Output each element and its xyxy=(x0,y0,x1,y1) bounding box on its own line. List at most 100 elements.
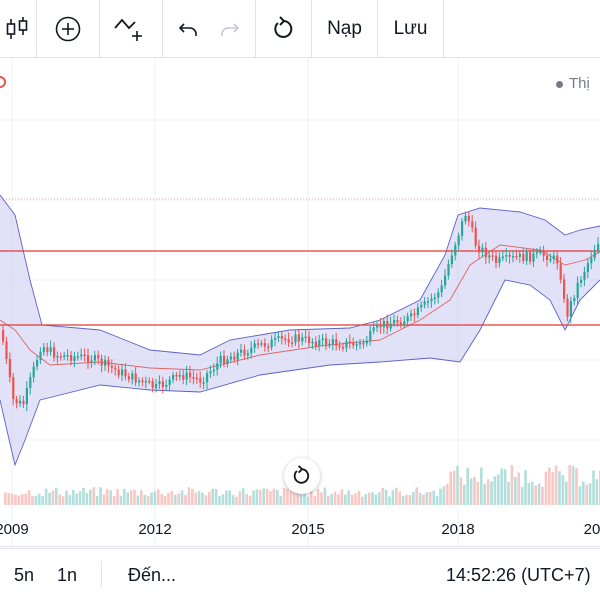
volume-bar xyxy=(565,481,568,505)
range-1y-button[interactable]: 1n xyxy=(57,565,78,585)
x-axis-tick-label: 2009 xyxy=(0,521,29,538)
volume-bar xyxy=(214,489,218,505)
candle-body xyxy=(100,358,103,366)
volume-bar xyxy=(364,494,367,505)
candlestick-button[interactable] xyxy=(0,0,36,57)
volume-bar xyxy=(27,490,31,505)
save-layout-button[interactable]: Lưu xyxy=(378,0,443,57)
volume-bar xyxy=(201,492,204,505)
candle-body xyxy=(386,321,389,329)
add-symbol-button[interactable] xyxy=(37,0,99,57)
volume-bar xyxy=(235,496,238,505)
candle-body xyxy=(212,369,215,372)
clock-timezone[interactable]: 14:52:26 (UTC+7) xyxy=(446,565,591,585)
volume-bar xyxy=(238,491,242,505)
volume-bar xyxy=(306,496,310,505)
candle-body xyxy=(42,347,45,352)
candle-body xyxy=(243,349,246,356)
candle-body xyxy=(274,338,277,340)
candle-body xyxy=(216,363,219,370)
volume-bar xyxy=(452,470,456,505)
candle-body xyxy=(233,356,236,360)
volume-bar xyxy=(381,487,384,505)
candle-body xyxy=(311,341,314,344)
candle-body xyxy=(240,349,243,353)
candle-body xyxy=(36,360,39,367)
volume-bar xyxy=(10,493,14,505)
volume-bar xyxy=(442,486,446,505)
candle-body xyxy=(25,387,28,405)
candle-body xyxy=(185,372,188,380)
volume-bar xyxy=(221,494,225,505)
indicator-icon xyxy=(114,18,142,41)
redo-button[interactable] xyxy=(212,0,248,57)
candle-body xyxy=(457,235,460,246)
candle-body xyxy=(199,378,202,383)
load-layout-button[interactable]: Nạp xyxy=(312,0,377,57)
volume-bar xyxy=(405,494,408,505)
volume-bar xyxy=(361,496,364,505)
volume-bar xyxy=(55,487,58,505)
volume-bar xyxy=(432,490,435,505)
reload-button[interactable] xyxy=(256,0,311,57)
candle-body xyxy=(314,341,317,346)
candle-body xyxy=(580,279,583,283)
volume-bar xyxy=(554,465,558,505)
volume-bar xyxy=(388,496,391,505)
goto-date-button[interactable]: Đến... xyxy=(128,565,177,585)
volume-bar xyxy=(531,481,534,505)
candle-body xyxy=(161,381,164,387)
candle-body xyxy=(542,251,545,256)
volume-bar xyxy=(490,481,493,505)
volume-bar xyxy=(435,496,439,505)
candle-body xyxy=(522,253,525,261)
volume-bar xyxy=(289,490,293,505)
candle-body xyxy=(257,343,260,345)
volume-bar xyxy=(327,496,330,505)
volume-bar xyxy=(68,495,72,505)
candle-body xyxy=(481,247,484,253)
time-axis-border xyxy=(0,546,600,547)
volume-bar xyxy=(282,487,286,505)
volume-bar xyxy=(89,489,92,505)
candle-body xyxy=(546,255,549,261)
candle-body xyxy=(223,355,226,364)
indicators-button[interactable] xyxy=(100,0,162,57)
candle-body xyxy=(355,344,358,346)
candle-body xyxy=(597,244,600,251)
volume-bar xyxy=(225,490,228,505)
volume-bar xyxy=(320,492,323,505)
candle-body xyxy=(535,252,538,254)
candle-body xyxy=(304,336,307,339)
candle-body xyxy=(447,264,450,276)
volume-bar xyxy=(7,493,10,505)
volume-bar xyxy=(248,495,252,505)
candle-body xyxy=(342,347,345,349)
chart-pane[interactable]: 2009 2012 2015 2018 20 xyxy=(0,58,600,546)
candle-body xyxy=(576,282,579,298)
candle-body xyxy=(19,400,22,404)
volume-bar xyxy=(174,494,177,505)
candle-body xyxy=(372,327,375,331)
volume-bar xyxy=(41,496,44,505)
price-chart[interactable]: 2009 2012 2015 2018 20 xyxy=(0,58,600,546)
candle-body xyxy=(420,304,423,308)
plus-circle-icon xyxy=(55,16,81,41)
candle-body xyxy=(124,369,127,377)
candle-body xyxy=(454,245,457,256)
candle-body xyxy=(192,377,195,379)
series-legend[interactable]: Thị xyxy=(556,75,590,92)
candle-body xyxy=(291,342,294,344)
candle-body xyxy=(525,252,528,261)
candle-body xyxy=(532,253,535,262)
volume-bar xyxy=(109,490,112,505)
reset-chart-button[interactable] xyxy=(284,458,320,494)
volume-bar xyxy=(133,489,136,505)
candle-body xyxy=(410,313,413,317)
range-5y-button[interactable]: 5n xyxy=(14,565,35,585)
volume-bar xyxy=(585,484,588,505)
candle-body xyxy=(529,252,532,262)
candle-body xyxy=(348,341,351,343)
volume-bar xyxy=(303,489,306,505)
undo-button[interactable] xyxy=(170,0,206,57)
